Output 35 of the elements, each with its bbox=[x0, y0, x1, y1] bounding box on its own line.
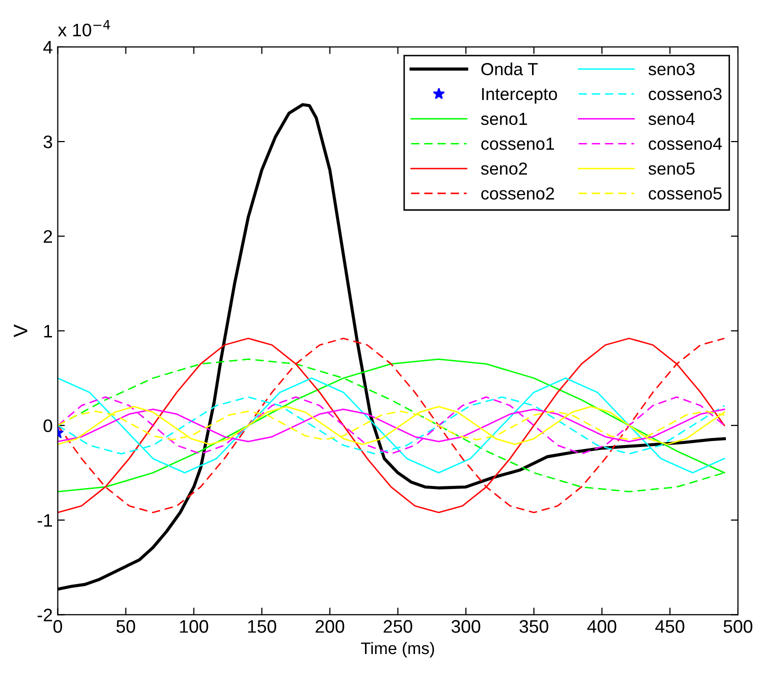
legend-label: seno1 bbox=[481, 112, 527, 126]
legend-label: seno5 bbox=[648, 162, 695, 175]
legend-label: seno4 bbox=[648, 112, 695, 126]
text: x 10$^{−4}$ bbox=[58, 20, 110, 36]
x-tick-label: 250 bbox=[384, 620, 412, 633]
y-axis-title: V bbox=[14, 324, 28, 338]
x-tick-label: 500 bbox=[724, 620, 752, 633]
x-tick-label: 50 bbox=[116, 620, 136, 633]
x-tick-label: 100 bbox=[180, 620, 208, 633]
y-tick-label: 3 bbox=[44, 135, 52, 148]
line-series bbox=[58, 377, 726, 474]
legend-label: Intercepto bbox=[482, 88, 558, 104]
legend-label: cosseno3 bbox=[648, 88, 722, 100]
x-tick-label: 150 bbox=[248, 620, 276, 633]
x-tick-label: 350 bbox=[520, 620, 548, 633]
x-tick-label: 200 bbox=[316, 620, 344, 633]
x-tick-label: 400 bbox=[587, 620, 616, 633]
x-tick-label: 0 bbox=[53, 620, 62, 633]
legend-label: cosseno4 bbox=[648, 138, 722, 150]
y-tick-label: 0 bbox=[44, 419, 52, 432]
line-series bbox=[58, 338, 726, 514]
y-tick-label: -1 bbox=[38, 514, 52, 527]
x-tick-label: 450 bbox=[655, 620, 684, 633]
y-tick-label: -2 bbox=[38, 608, 52, 622]
y-tick-label: 4 bbox=[43, 41, 52, 54]
legend-label: Onda T bbox=[481, 62, 538, 76]
y-tick-label: 1 bbox=[44, 324, 52, 338]
x-tick-label: 300 bbox=[452, 620, 480, 633]
legend-label: cosseno5 bbox=[648, 188, 722, 200]
legend-label: seno2 bbox=[481, 162, 527, 175]
legend-label: cosseno1 bbox=[481, 138, 554, 150]
y-tick-label: 2 bbox=[44, 230, 52, 243]
legend-label: seno3 bbox=[648, 63, 695, 76]
x-axis-title: Time (ms) bbox=[361, 642, 434, 658]
legend-label: cosseno2 bbox=[481, 187, 554, 200]
